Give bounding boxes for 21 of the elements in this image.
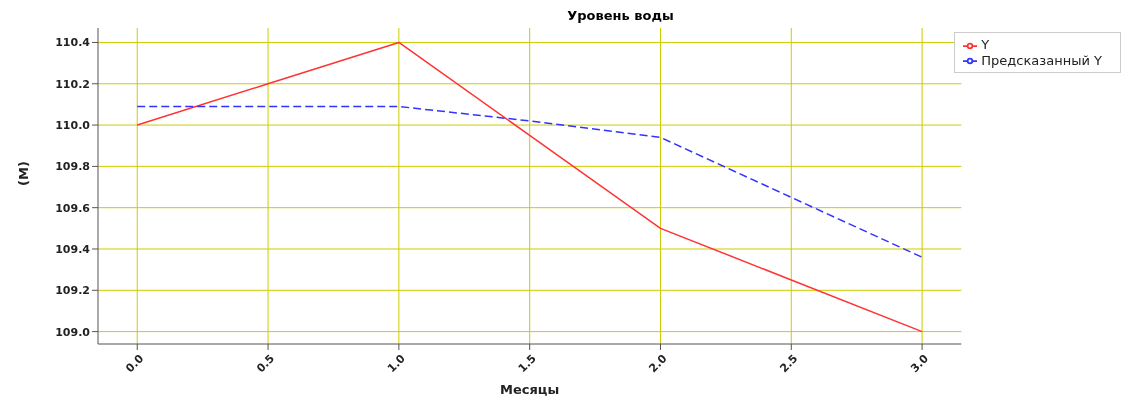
y-axis-title: (М) bbox=[15, 161, 31, 186]
x-tick-label: 1.0 bbox=[384, 351, 409, 376]
chart-title: Уровень воды bbox=[566, 8, 675, 24]
y-tick-label: 109.4 bbox=[55, 242, 91, 256]
x-axis-title: Месяцы bbox=[500, 382, 560, 397]
line-series bbox=[136, 105, 923, 259]
y-tick-label: 109.0 bbox=[55, 325, 91, 339]
y-tick-label: 109.2 bbox=[55, 284, 90, 298]
y-tick-label: 109.8 bbox=[55, 160, 90, 174]
legend-label: Предсказанный Y bbox=[981, 52, 1102, 68]
y-tick-label: 110.4 bbox=[55, 36, 91, 50]
x-tick-label: 3.0 bbox=[908, 351, 932, 376]
y-tick-label: 110.2 bbox=[55, 77, 90, 91]
legend-label: Y bbox=[981, 37, 990, 52]
y-tick-label: 109.6 bbox=[55, 201, 91, 215]
x-tick-label: 0.0 bbox=[123, 351, 147, 376]
y-tick-label: 110.0 bbox=[55, 118, 91, 132]
x-tick-label: 1.5 bbox=[515, 352, 539, 376]
x-tick-label: 2.0 bbox=[646, 351, 670, 376]
x-tick-label: 0.5 bbox=[254, 352, 278, 376]
line-series bbox=[136, 41, 923, 333]
